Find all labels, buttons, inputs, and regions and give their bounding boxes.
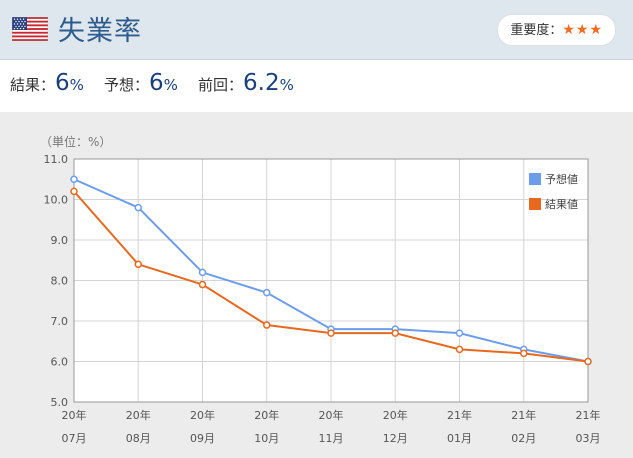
- data-point-forecast: [70, 175, 78, 183]
- x-tick-label-year: 21年: [447, 408, 472, 422]
- x-tick-label-month: 03月: [576, 432, 601, 445]
- x-tick-label-month: 10月: [254, 432, 279, 445]
- forecast-metric: 予想：6%: [104, 70, 178, 96]
- data-point-actual: [455, 345, 464, 354]
- line-chart: （単位：%） 5.0 6.0 7.0 8.0 9.0 10.0 11.0 20年 07月 20年 08…: [40, 134, 601, 445]
- x-tick-label-year: 20年: [319, 408, 344, 422]
- y-tick-label: 10.0: [44, 194, 69, 207]
- actual-unit: %: [69, 76, 84, 94]
- data-point-actual: [70, 187, 78, 196]
- y-tick-label: 7.0: [51, 315, 69, 328]
- data-point-actual: [520, 349, 528, 358]
- x-tick-label-year: 20年: [254, 408, 279, 422]
- y-tick-label: 11.0: [44, 153, 69, 166]
- actual-value: 6: [55, 70, 70, 96]
- unit-label: （単位：%）: [40, 134, 111, 149]
- x-tick-label-month: 11月: [319, 432, 344, 445]
- data-point-actual: [391, 329, 399, 337]
- legend-swatch-forecast: [529, 173, 541, 185]
- previous-value: 6.2: [243, 70, 280, 96]
- y-tick-label: 6.0: [51, 356, 69, 369]
- y-tick-label: 9.0: [51, 234, 69, 247]
- actual-metric: 結果：6%: [10, 70, 84, 96]
- x-tick-label-year: 20年: [383, 408, 408, 422]
- x-tick-label-year: 20年: [190, 408, 215, 422]
- x-tick-label-year: 21年: [511, 408, 536, 422]
- x-tick-label-year: 20年: [62, 408, 87, 422]
- previous-unit: %: [279, 76, 294, 94]
- data-point-forecast: [198, 268, 207, 277]
- importance-badge: 重要度：★★★: [497, 14, 616, 46]
- previous-label: 前回：: [198, 76, 244, 94]
- result-summary: 結果：6% 予想：6% 前回：6.2%: [0, 60, 633, 112]
- x-tick-label-year: 20年: [126, 408, 151, 422]
- data-point-actual: [584, 357, 592, 366]
- data-point-actual: [327, 329, 335, 337]
- previous-metric: 前回：6.2%: [198, 70, 294, 96]
- data-point-actual: [134, 260, 142, 269]
- y-tick-label: 5.0: [51, 396, 69, 409]
- y-tick-label: 8.0: [51, 275, 69, 288]
- data-point-actual: [263, 321, 271, 329]
- importance-stars-icon: ★★★: [562, 22, 603, 38]
- x-tick-label-month: 12月: [383, 432, 408, 445]
- legend-label-actual: 結果値: [545, 197, 578, 211]
- page-title: 失業率: [58, 16, 142, 47]
- header: 失業率 重要度：★★★: [0, 0, 633, 60]
- x-tick-label-month: 01月: [447, 432, 472, 445]
- forecast-label: 予想：: [104, 76, 150, 94]
- legend-swatch-actual: [529, 198, 541, 210]
- data-point-actual: [198, 280, 207, 289]
- us-flag-icon: [12, 17, 48, 41]
- plot-frame: [73, 158, 589, 403]
- x-tick-label-month: 08月: [126, 432, 151, 445]
- x-tick-label-year: 21年: [576, 408, 601, 422]
- forecast-unit: %: [163, 76, 178, 94]
- x-tick-label-month: 07月: [62, 432, 87, 445]
- importance-label: 重要度：: [510, 23, 563, 38]
- forecast-value: 6: [149, 70, 164, 96]
- actual-label: 結果：: [10, 76, 56, 94]
- data-point-forecast: [134, 203, 142, 212]
- data-point-forecast: [263, 288, 271, 297]
- x-tick-label-month: 09月: [190, 432, 215, 445]
- x-tick-label-month: 02月: [511, 432, 536, 445]
- legend-label-forecast: 予想値: [545, 172, 578, 186]
- data-point-forecast: [455, 329, 464, 337]
